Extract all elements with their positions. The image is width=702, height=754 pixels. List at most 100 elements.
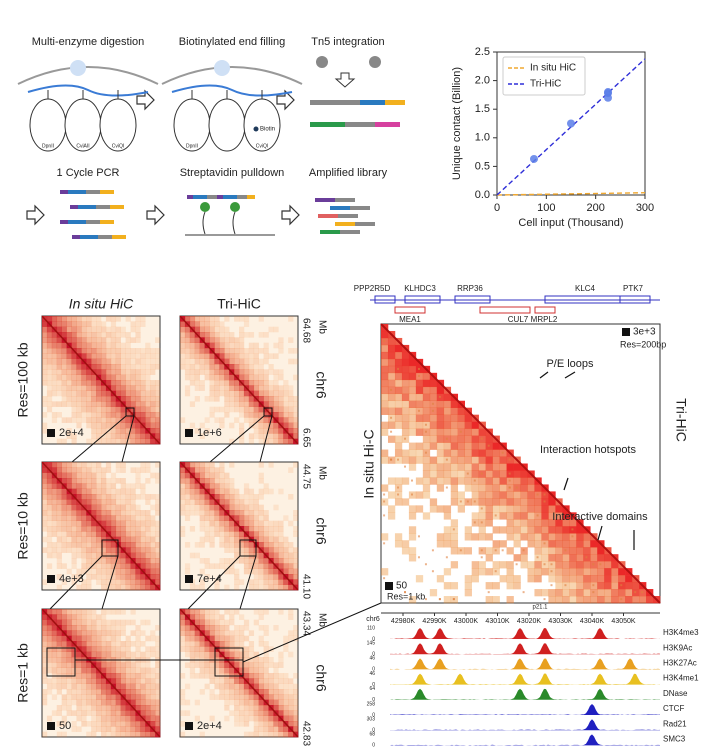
heatmap-cell [283,700,288,706]
heatmap-cell [527,526,534,533]
heatmap-cell [293,396,298,402]
heatmap-cell [185,489,190,495]
heatmap-cell [126,505,131,511]
heatmap-cell [288,694,293,700]
heatmap-cell [106,439,111,445]
heatmap-cell [86,467,91,473]
heatmap-cell [500,477,507,484]
heatmap-cell [81,585,86,591]
heatmap-cell [244,721,249,727]
heatmap-cell [150,563,155,569]
heatmap-cell [106,364,111,370]
scale-swatch [185,575,193,583]
heatmap-cell [116,563,121,569]
heatmap-cell [62,327,67,333]
heatmap-cell [402,359,409,366]
heatmap-cell [57,380,62,386]
heatmap-cell [244,494,249,500]
heatmap-cell [135,531,140,537]
heatmap-cell [150,417,155,423]
heatmap-cell [180,689,185,695]
coord-top: 64.68 [300,318,311,343]
heatmap-cell [269,526,274,532]
heatmap-cell [569,547,576,554]
heatmap-cell [62,625,67,631]
heatmap-cell [47,473,52,479]
heatmap-cell [106,478,111,484]
heatmap-cell [121,510,126,516]
heatmap-cell [229,547,234,553]
heatmap-cell [131,542,136,548]
heatmap-cell [465,533,472,540]
heatmap-cell [249,531,254,537]
heatmap-cell [205,353,210,359]
heatmap-cell [229,385,234,391]
heatmap-cell [249,700,254,706]
heatmap-cell [249,641,254,647]
heatmap-cell [101,385,106,391]
heatmap-cell [479,484,486,491]
tether [203,212,205,234]
heatmap-cell [86,705,91,711]
heatmap-cell [273,343,278,349]
heatmap-cell [205,364,210,370]
sparse-cell [446,556,448,558]
track-max: 46 [369,671,375,677]
coord-unit: Mb [316,613,327,627]
heatmap-cell [91,396,96,402]
heatmap-cell [219,542,224,548]
sparse-cell [550,570,552,572]
heatmap-cell [145,499,150,505]
heatmap-cell [81,563,86,569]
heatmap-cell [264,542,269,548]
x-tick-label: 100 [537,202,555,214]
heatmap-cell [430,394,437,401]
heatmap-cell [42,694,47,700]
heatmap-cell [111,510,116,516]
heatmap-cell [155,574,160,580]
heatmap-cell [500,491,507,498]
heatmap-cell [126,585,131,591]
sparse-cell [432,549,434,551]
heatmap-cell [91,716,96,722]
heatmap-cell [625,589,632,596]
heatmap-cell [465,464,472,471]
heatmap-cell [47,316,52,322]
heatmap-cell [145,417,150,423]
heatmap-cell [210,521,215,527]
heatmap-cell [42,700,47,706]
heatmap-cell [52,332,57,338]
heatmap-cell [150,369,155,375]
heatmap-cell [234,494,239,500]
heatmap-cell [195,609,200,615]
heatmap-cell [126,689,131,695]
heatmap-cell [244,705,249,711]
sparse-cell [544,500,546,502]
heatmap-cell [472,484,479,491]
heatmap-cell [126,558,131,564]
heatmap-cell [67,625,72,631]
heatmap-cell [72,462,77,468]
heatmap-cell [101,716,106,722]
heatmap-cell [576,554,583,561]
heatmap-cell [234,348,239,354]
heatmap-cell [91,505,96,511]
heatmap-cell [264,563,269,569]
heatmap-cell [259,700,264,706]
heatmap-cell [57,705,62,711]
heatmap-cell [395,415,402,422]
heatmap-cell [131,428,136,434]
heatmap-cell [106,417,111,423]
heatmap-cell [67,646,72,652]
sparse-cell [446,459,448,461]
heatmap-cell [541,526,548,533]
heatmap-cell [72,553,77,559]
heatmap-cell [76,673,81,679]
heatmap-cell [195,462,200,468]
heatmap-cell [273,542,278,548]
heatmap-cell [500,498,507,505]
heatmap-cell [269,553,274,559]
heatmap-cell [131,547,136,553]
heatmap-cell [76,630,81,636]
heatmap-cell [116,673,121,679]
